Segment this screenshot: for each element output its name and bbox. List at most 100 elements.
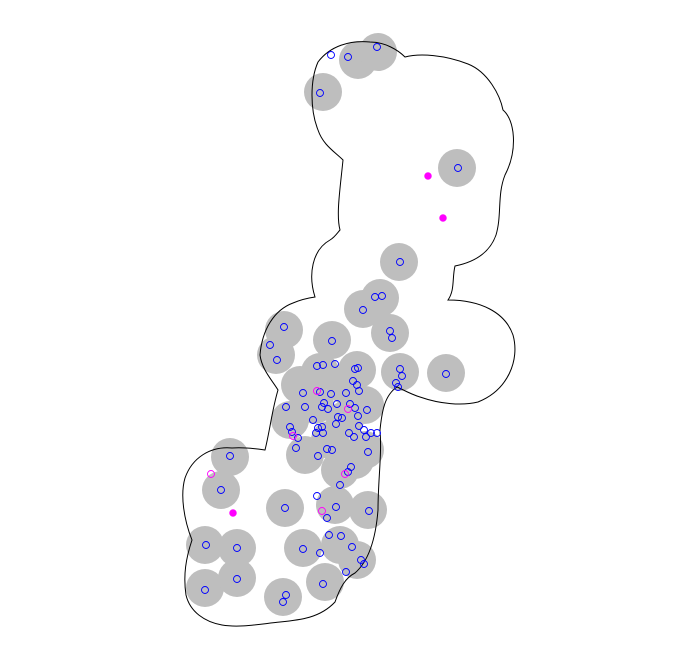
blue-point bbox=[332, 503, 340, 511]
blue-point bbox=[346, 400, 354, 408]
buffer-circle bbox=[186, 526, 224, 564]
blue-point bbox=[392, 379, 400, 387]
blue-point bbox=[336, 481, 344, 489]
buffer-circle bbox=[381, 353, 419, 391]
blue-point bbox=[323, 514, 331, 522]
magenta-open-point bbox=[344, 405, 352, 413]
blue-point bbox=[282, 403, 290, 411]
blue-point bbox=[328, 337, 336, 345]
buffer-circle bbox=[286, 436, 324, 474]
blue-point bbox=[316, 549, 324, 557]
magenta-filled-point bbox=[439, 214, 447, 222]
blue-point bbox=[299, 389, 307, 397]
magenta-open-point bbox=[341, 470, 349, 478]
blue-point bbox=[266, 341, 274, 349]
blue-point bbox=[294, 434, 302, 442]
magenta-open-point bbox=[289, 432, 297, 440]
blue-point bbox=[325, 531, 333, 539]
buffer-circle bbox=[438, 149, 476, 187]
buffer-circle bbox=[313, 321, 351, 359]
blue-point bbox=[360, 560, 368, 568]
magenta-filled-points-layer bbox=[229, 172, 447, 517]
magenta-open-point bbox=[318, 507, 326, 515]
blue-point bbox=[201, 586, 209, 594]
blue-point bbox=[318, 423, 326, 431]
blue-point bbox=[357, 556, 365, 564]
blue-point bbox=[355, 422, 363, 430]
blue-point bbox=[233, 575, 241, 583]
blue-point bbox=[349, 377, 357, 385]
blue-point bbox=[314, 452, 322, 460]
blue-point bbox=[360, 426, 368, 434]
magenta-filled-point bbox=[229, 509, 237, 517]
blue-point bbox=[324, 405, 332, 413]
blue-point bbox=[354, 412, 362, 420]
blue-point bbox=[313, 362, 321, 370]
blue-point bbox=[319, 580, 327, 588]
blue-point bbox=[365, 507, 373, 515]
blue-point bbox=[442, 370, 450, 378]
magenta-open-points-layer bbox=[207, 387, 352, 515]
blue-point bbox=[394, 383, 402, 391]
blue-point bbox=[338, 414, 346, 422]
blue-point bbox=[320, 399, 328, 407]
blue-point bbox=[233, 544, 241, 552]
buffer-circle bbox=[427, 354, 465, 392]
buffer-circle bbox=[380, 243, 418, 281]
blue-point bbox=[333, 400, 341, 408]
blue-point bbox=[273, 356, 281, 364]
buffer-circle bbox=[186, 569, 224, 607]
blue-point bbox=[344, 53, 352, 61]
blue-point bbox=[350, 433, 358, 441]
blue-point bbox=[313, 492, 321, 500]
buffer-circle bbox=[257, 336, 295, 374]
region-outline bbox=[182, 41, 516, 627]
blue-point bbox=[318, 403, 326, 411]
blue-point bbox=[342, 389, 350, 397]
blue-point bbox=[364, 448, 372, 456]
blue-point bbox=[348, 543, 356, 551]
magenta-filled-point bbox=[424, 172, 432, 180]
blue-point bbox=[367, 429, 375, 437]
blue-point bbox=[279, 598, 287, 606]
magenta-open-point bbox=[207, 470, 215, 478]
blue-point bbox=[353, 381, 361, 389]
blue-point bbox=[226, 452, 234, 460]
blue-point bbox=[281, 504, 289, 512]
blue-point bbox=[309, 416, 317, 424]
buffer-circle bbox=[284, 529, 322, 567]
buffer-circle bbox=[316, 486, 354, 524]
blue-point bbox=[332, 420, 340, 428]
blue-point bbox=[319, 429, 327, 437]
blue-point bbox=[378, 292, 386, 300]
blue-point bbox=[345, 429, 353, 437]
blue-point bbox=[334, 413, 342, 421]
blue-point bbox=[331, 360, 339, 368]
blue-point bbox=[342, 568, 350, 576]
blue-point bbox=[388, 334, 396, 342]
blue-point bbox=[288, 428, 296, 436]
blue-point bbox=[373, 429, 381, 437]
buffer-circle bbox=[211, 438, 249, 476]
blue-point bbox=[327, 51, 335, 59]
blue-point bbox=[202, 541, 210, 549]
blue-point bbox=[301, 403, 309, 411]
buffer-circle bbox=[271, 401, 309, 439]
blue-point bbox=[280, 323, 288, 331]
buffer-circle bbox=[349, 491, 387, 529]
blue-point bbox=[328, 446, 336, 454]
buffer-circle bbox=[218, 559, 256, 597]
blue-point bbox=[354, 364, 362, 372]
buffer-circle bbox=[338, 541, 376, 579]
blue-point bbox=[355, 387, 363, 395]
blue-point bbox=[386, 327, 394, 335]
blue-point bbox=[286, 423, 294, 431]
blue-point bbox=[282, 591, 290, 599]
blue-point bbox=[396, 365, 404, 373]
blue-points-layer bbox=[201, 43, 462, 606]
blue-point bbox=[454, 164, 462, 172]
blue-point bbox=[362, 433, 370, 441]
blue-point bbox=[299, 545, 307, 553]
buffer-circle bbox=[359, 33, 397, 71]
